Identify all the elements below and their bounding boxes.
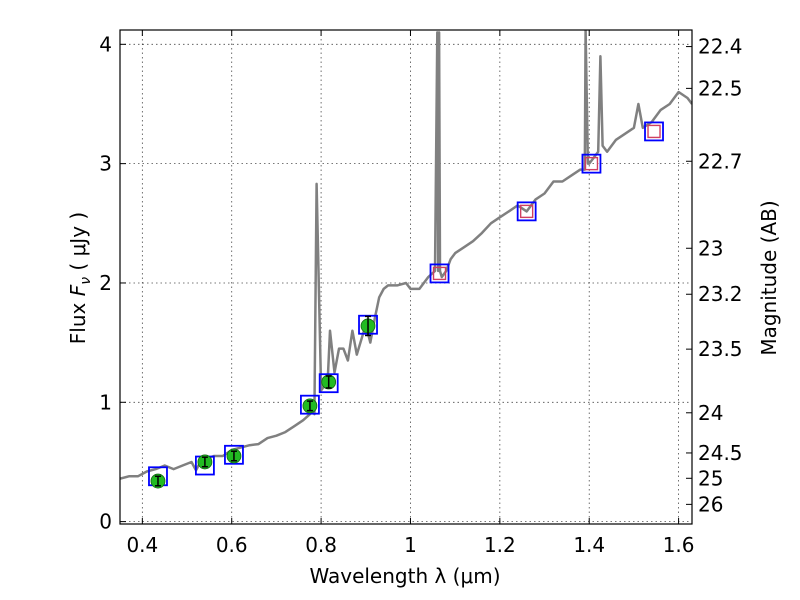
y-axis-title-sub: ν <box>78 277 94 285</box>
spectrum-line <box>120 30 692 480</box>
x-axis-title: Wavelength λ (μm) <box>309 564 500 588</box>
y-axis-title-suffix: ( μJy ) <box>66 212 90 277</box>
mag-tick-label: 23 <box>698 236 723 260</box>
grid <box>120 30 692 524</box>
model-flux-box <box>644 121 664 142</box>
mag-tick-label: 22.5 <box>698 76 743 100</box>
y-tick-label: 3 <box>99 152 112 176</box>
spectrum-series <box>120 30 692 480</box>
mag-tick-label: 26 <box>698 492 723 516</box>
mag-tick-label: 24 <box>698 401 723 425</box>
mag-tick-label: 22.4 <box>698 35 743 59</box>
x-tick-label: 1.4 <box>573 533 605 557</box>
y-tick-label: 4 <box>99 32 112 56</box>
mag-tick-label: 23.5 <box>698 337 743 361</box>
x-tick-label: 1 <box>404 533 417 557</box>
mag-tick-label: 25 <box>698 466 723 490</box>
model-flux-box <box>516 201 537 222</box>
plot-frame <box>119 29 693 525</box>
model-flux-box <box>318 373 339 394</box>
mag-tick-label: 23.2 <box>698 282 743 306</box>
points-series <box>148 121 664 489</box>
mag-tick-label: 22.7 <box>698 149 743 173</box>
model-flux-inner-marker <box>432 266 447 281</box>
x-tick-label: 1.6 <box>663 533 695 557</box>
x-tick-label: 0.8 <box>305 533 337 557</box>
model-flux-box <box>429 263 450 284</box>
model-flux-inner-marker <box>647 124 661 139</box>
y-tick-label: 2 <box>99 271 112 295</box>
x-tick-label: 0.6 <box>216 533 248 557</box>
y-axis-title-prefix: Flux <box>66 296 90 344</box>
y-tick-label: 1 <box>99 390 112 414</box>
model-flux-box <box>300 394 320 415</box>
y-axis-title-var: F <box>66 284 90 296</box>
x-tick-label: 1.2 <box>484 533 516 557</box>
y-tick-label: 0 <box>99 510 112 534</box>
x-tick-label: 0.4 <box>126 533 158 557</box>
model-flux-inner-marker <box>519 204 534 219</box>
y-axis-title: Flux Fν ( μJy ) <box>66 212 94 344</box>
y2-axis-title: Magnitude (AB) <box>757 200 781 355</box>
model-flux-inner-marker <box>584 156 599 171</box>
model-flux-box <box>224 444 244 465</box>
model-flux-box <box>581 153 602 174</box>
mag-tick-label: 24.5 <box>698 441 743 465</box>
